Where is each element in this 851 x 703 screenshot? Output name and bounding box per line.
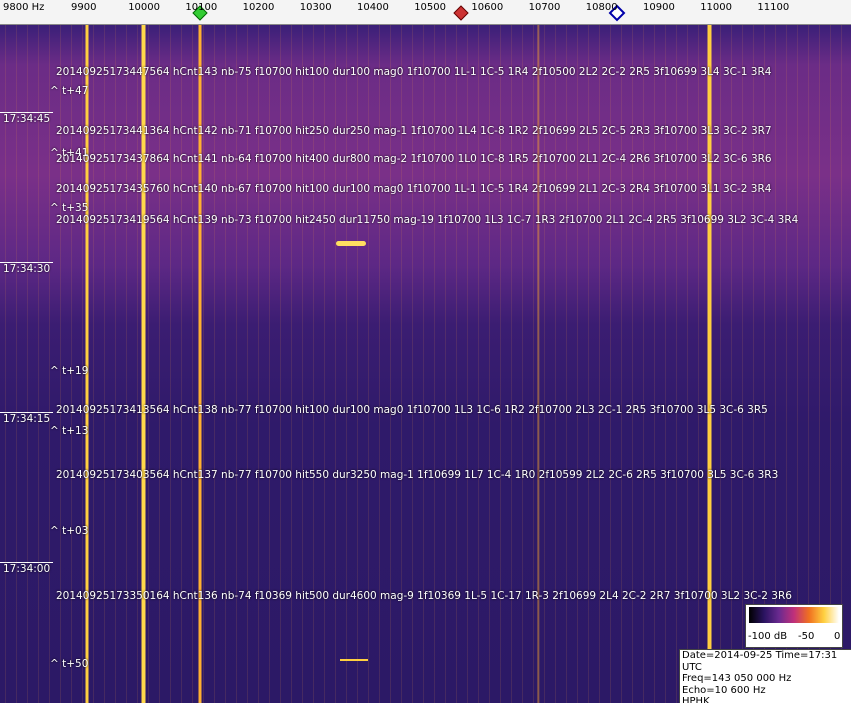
freq-tick-label: 9800 Hz [3, 2, 45, 13]
freq-tick-label: 10900 [643, 2, 675, 13]
freq-tick-label: 10200 [242, 2, 275, 13]
freq-tick-label: 10600 [471, 2, 504, 13]
echo-trace [336, 241, 366, 246]
event-text: 20140925173437864 hCnt141 nb-64 f10700 h… [56, 153, 772, 165]
freq-tick-label: 10300 [299, 2, 332, 13]
time-label: 17:34:30 [0, 262, 54, 275]
echo-trace [340, 659, 368, 661]
event-text: 20140925173413564 hCnt138 nb-77 f10700 h… [56, 404, 768, 416]
info-line: Echo=10 600 Hz [682, 684, 766, 696]
color-scale: -100 dB -50 0 [745, 604, 843, 648]
freq-tick-label: 10400 [357, 2, 389, 13]
t-label: ^ t+47 [50, 85, 89, 97]
legend-label: -50 [798, 631, 815, 642]
t-label: ^ t+13 [50, 425, 89, 437]
freq-tick-label: 10100 [185, 2, 218, 13]
t-label: ^ t+19 [50, 365, 89, 377]
t-label: ^ t+41 [50, 147, 89, 159]
time-label: 17:34:15 [0, 412, 54, 425]
freq-tick-label: 9900 [71, 2, 97, 13]
freq-tick-label: 10800 [585, 2, 618, 13]
marker-green [192, 5, 208, 21]
freq-tick-label: 11000 [700, 2, 732, 13]
time-label: 17:34:00 [0, 562, 54, 575]
event-text: 20140925173350164 hCnt136 nb-74 f10369 h… [56, 590, 792, 602]
legend-label: -100 dB [748, 631, 788, 642]
legend-label: 0 [834, 631, 841, 642]
freq-tick-label: 10500 [414, 2, 446, 13]
color-bar [749, 607, 839, 623]
event-text: 20140925173435760 hCnt140 nb-67 f10700 h… [56, 183, 772, 195]
t-label: ^ t+50 [50, 658, 89, 670]
freq-tick-label: 11100 [757, 2, 790, 13]
frequency-axis: 9800 Hz 9900 10000 10100 10200 10300 10400 1050… [0, 0, 851, 25]
marker-blue [608, 4, 626, 22]
event-text: 20140925173403564 hCnt137 nb-77 f10700 h… [56, 469, 779, 481]
event-text: 20140925173441364 hCnt142 nb-71 f10700 h… [56, 125, 772, 137]
waterfall [0, 25, 851, 703]
event-text: 20140925173419564 hCnt139 nb-73 f10700 h… [56, 214, 799, 226]
freq-tick-label: 10000 [128, 2, 160, 13]
info-box: Date=2014-09-25 Time=17:31 UTC Freq=143 0… [679, 649, 851, 703]
freq-tick-label: 10700 [528, 2, 561, 13]
t-label: ^ t+35 [50, 202, 89, 214]
markers [192, 4, 626, 22]
t-label: ^ t+03 [50, 525, 89, 537]
info-line: Date=2014-09-25 Time=17:31 UTC [682, 650, 838, 673]
info-line: HPHK [682, 696, 710, 703]
event-text: 20140925173447564 hCnt143 nb-75 f10700 h… [56, 66, 772, 78]
info-line: Freq=143 050 000 Hz [682, 673, 792, 684]
time-label: 17:34:45 [0, 112, 54, 125]
marker-red [453, 5, 469, 21]
